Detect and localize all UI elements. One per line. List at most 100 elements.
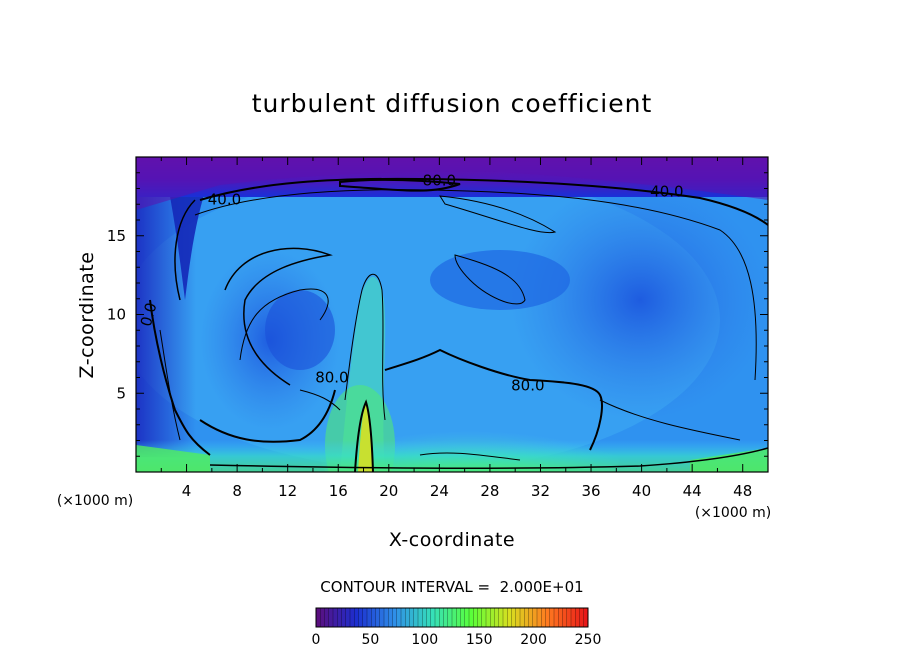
x-tick-label: 32 bbox=[531, 482, 550, 500]
colorbar-swatch bbox=[396, 608, 402, 627]
colorbar-swatch bbox=[579, 608, 585, 627]
colorbar-swatch bbox=[481, 608, 487, 627]
colorbar-swatch bbox=[358, 608, 364, 627]
colorbar-swatch bbox=[571, 608, 576, 627]
heatmap-field bbox=[136, 157, 768, 472]
x-tick-label: 44 bbox=[683, 482, 702, 500]
x-axis: 4 8 12 16 20 24 28 32 36 40 44 48 bbox=[160, 157, 752, 500]
contour-labels: 40.0 80.0 40.0 80.0 80.0 0.0 bbox=[137, 172, 684, 395]
colorbar-tick-label: 0 bbox=[312, 632, 321, 648]
colorbar-tick-label: 150 bbox=[466, 632, 493, 648]
colorbar-swatch bbox=[320, 608, 325, 627]
x-tick-label: 20 bbox=[379, 482, 398, 500]
colorbar-swatch bbox=[384, 608, 389, 627]
colorbar-swatch bbox=[549, 608, 555, 627]
x-tick-label: 24 bbox=[430, 482, 449, 500]
colorbar-swatch bbox=[413, 608, 419, 627]
contour-lines bbox=[149, 177, 768, 472]
colorbar-tick-label: 250 bbox=[575, 632, 602, 648]
colorbar-swatch bbox=[575, 608, 580, 627]
colorbar-swatch bbox=[439, 608, 444, 627]
colorbar-swatch bbox=[520, 608, 525, 627]
colorbar-swatch bbox=[354, 608, 359, 627]
colorbar-swatch bbox=[469, 608, 474, 627]
colorbar-swatch bbox=[503, 608, 508, 627]
colorbar-tick-label: 50 bbox=[361, 632, 379, 648]
contour-label: 40.0 bbox=[208, 191, 241, 209]
colorbar-swatch bbox=[460, 608, 466, 627]
colorbar-swatch bbox=[435, 608, 440, 627]
contour-label: 80.0 bbox=[315, 369, 348, 387]
colorbar-swatch bbox=[350, 608, 355, 627]
colorbar-swatch bbox=[490, 608, 495, 627]
colorbar-swatch bbox=[477, 608, 483, 627]
contour-label: 40.0 bbox=[650, 183, 683, 201]
y-unit-label: (×1000 m) bbox=[57, 493, 133, 509]
x-tick-label: 40 bbox=[632, 482, 651, 500]
colorbar-swatch bbox=[333, 608, 338, 627]
colorbar-tick-label: 100 bbox=[411, 632, 438, 648]
colorbar-swatch bbox=[532, 608, 538, 627]
colorbar-swatch bbox=[362, 608, 368, 627]
colorbar-swatch bbox=[316, 608, 321, 627]
y-tick-label: 10 bbox=[107, 306, 126, 324]
colorbar-swatch bbox=[422, 608, 427, 627]
colorbar-swatch bbox=[375, 608, 381, 627]
colorbar-tick-label: 200 bbox=[520, 632, 547, 648]
colorbar-swatch bbox=[443, 608, 449, 627]
colorbar-swatch bbox=[507, 608, 512, 627]
colorbar-swatch bbox=[554, 608, 559, 627]
colorbar-swatch bbox=[583, 608, 589, 627]
x-tick-label: 28 bbox=[480, 482, 499, 500]
colorbar-swatch bbox=[511, 608, 517, 627]
colorbar-swatch bbox=[498, 608, 504, 627]
colorbar-swatch bbox=[328, 608, 334, 627]
colorbar-swatch bbox=[566, 608, 572, 627]
colorbar-swatch bbox=[562, 608, 568, 627]
colorbar-swatch bbox=[447, 608, 453, 627]
x-tick-label: 16 bbox=[329, 482, 348, 500]
colorbar-swatch bbox=[405, 608, 410, 627]
contour-interval: CONTOUR INTERVAL = 2.000E+01 bbox=[320, 578, 583, 596]
x-tick-label: 48 bbox=[733, 482, 752, 500]
colorbar-swatch bbox=[545, 608, 551, 627]
colorbar-swatch bbox=[379, 608, 385, 627]
x-unit-label: (×1000 m) bbox=[695, 505, 771, 521]
x-tick-label: 36 bbox=[581, 482, 600, 500]
colorbar-swatch bbox=[524, 608, 529, 627]
colorbar-swatch bbox=[345, 608, 351, 627]
colorbar-swatch bbox=[341, 608, 347, 627]
colorbar-swatch bbox=[371, 608, 376, 627]
contour-label: 80.0 bbox=[511, 376, 544, 394]
colorbar-swatch bbox=[337, 608, 342, 627]
x-tick-label: 4 bbox=[182, 482, 192, 500]
x-tick-label: 8 bbox=[232, 482, 242, 500]
colorbar-swatch bbox=[473, 608, 478, 627]
colorbar-swatch bbox=[456, 608, 461, 627]
colorbar-swatch bbox=[541, 608, 546, 627]
chart-title: turbulent diffusion coefficient bbox=[252, 89, 653, 118]
colorbar-swatch bbox=[558, 608, 563, 627]
colorbar-swatch bbox=[409, 608, 415, 627]
colorbar-frame bbox=[315, 607, 589, 628]
colorbar-swatch bbox=[528, 608, 534, 627]
y-tick-label: 5 bbox=[116, 384, 126, 402]
colorbar-swatch bbox=[324, 608, 330, 627]
colorbar-swatch bbox=[367, 608, 372, 627]
x-axis-label: X-coordinate bbox=[389, 529, 515, 551]
contour-label: 0.0 bbox=[137, 301, 161, 329]
colorbar-ticks: 0 50 100 150 200 250 bbox=[312, 632, 602, 648]
colorbar bbox=[315, 607, 589, 628]
colorbar-swatch bbox=[426, 608, 432, 627]
colorbar-swatch bbox=[401, 608, 406, 627]
colorbar-swatch bbox=[430, 608, 436, 627]
y-axis: 5 10 15 bbox=[107, 172, 768, 457]
colorbar-swatch bbox=[515, 608, 521, 627]
colorbar-swatch bbox=[418, 608, 423, 627]
x-tick-label: 12 bbox=[278, 482, 297, 500]
colorbar-swatch bbox=[392, 608, 398, 627]
y-tick-label: 15 bbox=[107, 227, 126, 245]
colorbar-swatch bbox=[452, 608, 457, 627]
colorbar-swatch bbox=[494, 608, 500, 627]
